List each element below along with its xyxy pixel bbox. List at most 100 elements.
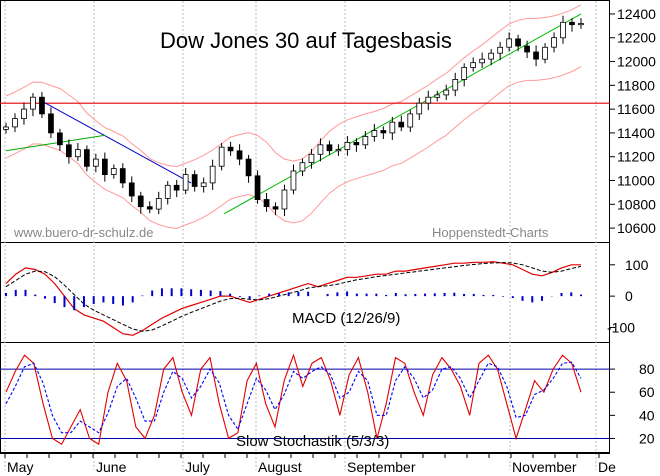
candle-body	[560, 21, 566, 39]
candle-body	[39, 96, 45, 115]
candle-body	[407, 113, 414, 128]
downtrend-line	[38, 99, 192, 184]
month-label: November	[512, 459, 577, 475]
price-overlays	[0, 4, 610, 230]
candle-body	[344, 141, 351, 150]
candle-body	[443, 89, 450, 96]
price-y-tick-label: 11200	[617, 149, 655, 165]
candle-body	[389, 121, 396, 134]
price-y-tick-label: 10600	[617, 220, 656, 236]
candle-body	[488, 52, 495, 60]
candle-body	[146, 206, 153, 210]
stochastic-y-tick-label: 20	[639, 430, 655, 446]
candle-body	[380, 130, 387, 134]
candle-body	[21, 108, 27, 119]
candle-body	[299, 162, 306, 172]
macd-label: MACD (12/26/9)	[292, 310, 400, 327]
candle-body	[335, 149, 342, 152]
candle-body	[182, 174, 189, 191]
candle-body	[119, 168, 126, 184]
candle-body	[326, 144, 333, 152]
candle-body	[191, 174, 198, 187]
price-y-axis: 12400 12200 12000 11800 11600 11400 11200 11000…	[610, 6, 656, 236]
candle-body	[515, 38, 521, 47]
candle-body	[209, 165, 216, 184]
candle-body	[371, 130, 378, 137]
price-y-tick-label: 11400	[617, 125, 655, 141]
candle-body	[497, 46, 504, 54]
candle-body	[542, 46, 548, 60]
macd-panel-frame	[0, 242, 610, 343]
candle-body	[3, 126, 9, 130]
candle-body	[317, 144, 324, 155]
price-y-tick-label: 10800	[617, 196, 656, 212]
price-y-tick-label: 11800	[617, 77, 655, 93]
month-label: July	[185, 459, 210, 475]
price-y-tick-label: 12200	[617, 30, 656, 46]
candle-body	[524, 45, 530, 53]
month-label: May	[7, 459, 33, 475]
month-label: August	[258, 459, 302, 475]
candle-body	[533, 51, 539, 60]
candle-body	[164, 184, 171, 199]
macd-y-tick-label: -100	[607, 319, 635, 335]
candle-body	[236, 150, 243, 160]
candle-body	[461, 67, 468, 80]
candle-body	[12, 118, 18, 128]
stochastic-y-tick-label: 40	[639, 407, 655, 423]
candle-body	[75, 149, 81, 158]
candle-body	[281, 189, 288, 210]
price-y-tick-label: 12000	[617, 54, 656, 70]
candle-body	[218, 146, 225, 167]
candle-body	[272, 206, 279, 210]
bollinger-upper-band	[5, 4, 582, 168]
candle-body	[551, 37, 557, 48]
stochastic-layer	[0, 353, 610, 446]
candle-body	[30, 96, 36, 110]
stochastic-y-tick-label: 60	[639, 384, 655, 400]
candle-body	[290, 170, 297, 191]
macd-signal-line	[5, 262, 582, 332]
stochastic-d-line	[5, 361, 582, 434]
month-axis: May June July August September November De	[0, 453, 616, 475]
candle-body	[227, 146, 234, 152]
uptrend-line-long	[223, 13, 582, 215]
candle-body	[308, 153, 315, 164]
month-label: June	[96, 459, 127, 475]
candle-body	[263, 199, 270, 207]
candle-body	[434, 94, 441, 98]
candle-body	[137, 195, 144, 208]
macd-y-axis: 100 0 -100	[607, 257, 649, 336]
price-y-tick-label: 11000	[617, 173, 655, 189]
stochastic-panel-frame	[0, 342, 610, 453]
watermark-right: Hoppenstedt-Charts	[432, 225, 549, 240]
stochastic-k-line	[5, 353, 582, 446]
candle-body	[578, 23, 584, 26]
uptrend-line-short	[5, 134, 106, 152]
candle-body	[506, 38, 513, 48]
price-y-tick-label: 12400	[617, 6, 656, 22]
price-y-tick-label: 11600	[617, 101, 655, 117]
macd-line	[5, 261, 581, 336]
candle-body	[128, 182, 135, 197]
candle-body	[398, 121, 405, 128]
candle-body	[416, 102, 423, 115]
candle-body	[470, 62, 477, 68]
bollinger-lower-band	[5, 66, 582, 230]
candle-body	[425, 96, 432, 104]
candle-body	[452, 79, 459, 91]
candle-body	[362, 136, 369, 146]
candle-body	[155, 197, 162, 210]
price-candles	[3, 15, 584, 217]
candle-body	[84, 149, 90, 167]
candle-body	[48, 113, 54, 134]
candle-body	[245, 158, 252, 177]
month-label: De	[598, 459, 616, 475]
macd-y-tick-label: 100	[625, 257, 649, 273]
candle-body	[254, 175, 261, 201]
stochastic-label: Slow Stochastik (5/3/3)	[236, 433, 389, 450]
candle-body	[173, 184, 180, 191]
macd-y-tick-label: 0	[625, 288, 633, 304]
candle-body	[353, 141, 360, 146]
